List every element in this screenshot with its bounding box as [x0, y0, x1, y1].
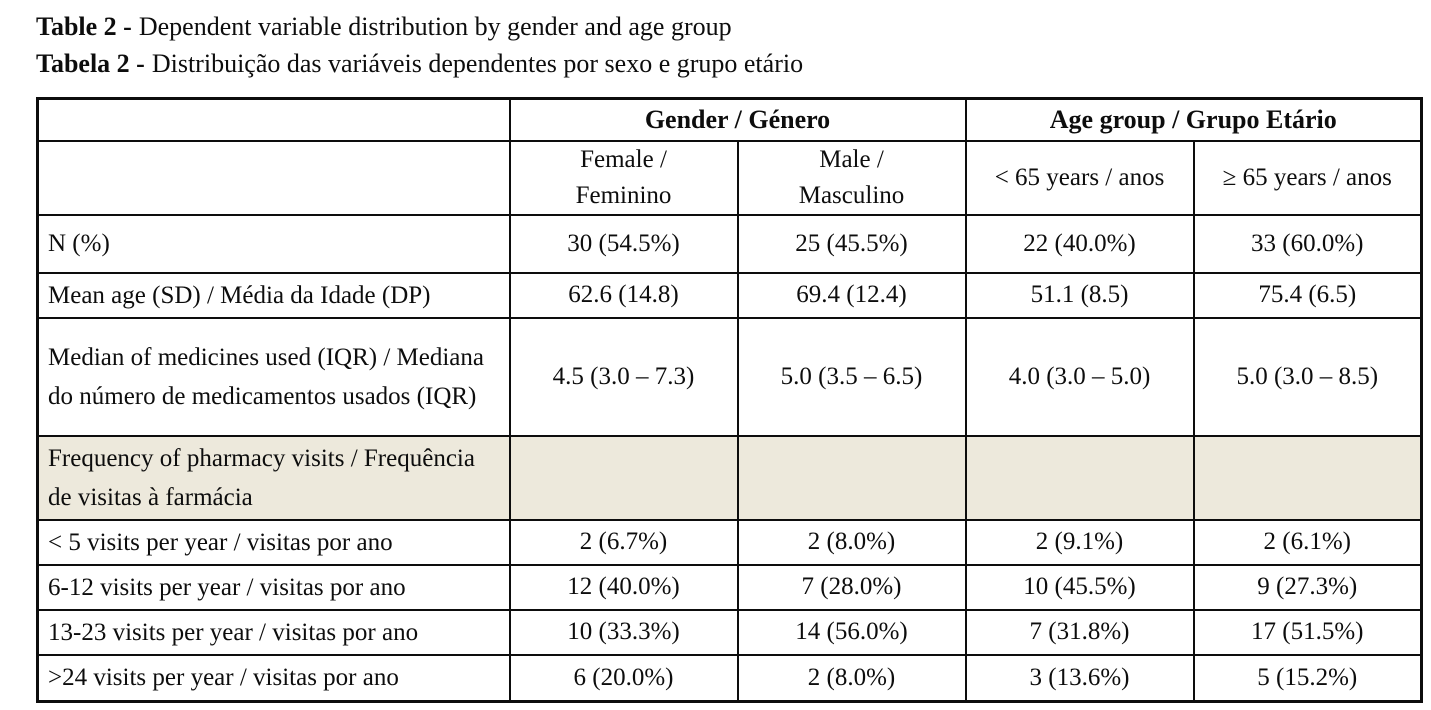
section-row-label: Frequency of pharmacy visits / Frequênci…: [36, 434, 511, 521]
cell-value-empty: [508, 434, 739, 521]
cell-value: 2 (8.0%): [736, 518, 967, 566]
cell-value: 4.5 (3.0 – 7.3): [508, 316, 739, 437]
cell-value: 4.0 (3.0 – 5.0): [964, 316, 1195, 437]
column-header-female: Female / Feminino: [508, 139, 739, 216]
cell-value: 10 (45.5%): [964, 563, 1195, 611]
cell-value: 33 (60.0%): [1192, 213, 1423, 274]
table-row-frequency-section: Frequency of pharmacy visits / Frequênci…: [36, 434, 1423, 521]
corner-cell: [36, 97, 511, 142]
cell-value: 51.1 (8.5): [964, 271, 1195, 319]
cell-value: 2 (9.1%): [964, 518, 1195, 566]
table-row-median-medicines: Median of medicines used (IQR) / Mediana…: [36, 316, 1423, 437]
cell-value: 3 (13.6%): [964, 653, 1195, 703]
cell-value: 6 (20.0%): [508, 653, 739, 703]
table-row-6-12-visits: 6-12 visits per year / visitas por ano 1…: [36, 563, 1423, 611]
group-header-gender: Gender / Género: [508, 97, 967, 142]
table-caption-portuguese: Tabela 2 - Distribuição das variáveis dep…: [36, 45, 1431, 82]
header-group-row: Gender / Género Age group / Grupo Etário: [36, 97, 1423, 142]
cell-value: 2 (8.0%): [736, 653, 967, 703]
cell-value: 22 (40.0%): [964, 213, 1195, 274]
cell-value-empty: [1192, 434, 1423, 521]
cell-value-empty: [736, 434, 967, 521]
cell-value: 69.4 (12.4): [736, 271, 967, 319]
cell-value: 2 (6.1%): [1192, 518, 1423, 566]
cell-value: 17 (51.5%): [1192, 608, 1423, 656]
cell-value: 7 (28.0%): [736, 563, 967, 611]
cell-value: 5 (15.2%): [1192, 653, 1423, 703]
cell-value: 7 (31.8%): [964, 608, 1195, 656]
caption-label-en: Table 2 -: [36, 12, 132, 41]
column-header-over65: ≥ 65 years / anos: [1192, 139, 1423, 216]
cell-value: 25 (45.5%): [736, 213, 967, 274]
caption-label-pt: Tabela 2 -: [36, 49, 145, 78]
table-row-under5-visits: < 5 visits per year / visitas por ano 2 …: [36, 518, 1423, 566]
dependent-variable-table: Gender / Género Age group / Grupo Etário…: [36, 97, 1424, 703]
caption-text-pt: Distribuição das variáveis dependentes p…: [151, 49, 804, 78]
cell-value: 12 (40.0%): [508, 563, 739, 611]
cell-value: 5.0 (3.0 – 8.5): [1192, 316, 1423, 437]
row-label: < 5 visits per year / visitas por ano: [36, 518, 511, 566]
row-label: 6-12 visits per year / visitas por ano: [36, 563, 511, 611]
table-row-n: N (%) 30 (54.5%) 25 (45.5%) 22 (40.0%) 3…: [36, 213, 1423, 274]
cell-value: 30 (54.5%): [508, 213, 739, 274]
table-row-13-23-visits: 13-23 visits per year / visitas por ano …: [36, 608, 1423, 656]
table-row-mean-age: Mean age (SD) / Média da Idade (DP) 62.6…: [36, 271, 1423, 319]
row-label: N (%): [36, 213, 511, 274]
header-subcolumn-row: Female / Feminino Male / Masculino < 65 …: [36, 139, 1423, 216]
row-label: 13-23 visits per year / visitas por ano: [36, 608, 511, 656]
corner-cell-2: [36, 139, 511, 216]
table-caption-english: Table 2 - Dependent variable distribution…: [36, 8, 1431, 45]
row-label: Median of medicines used (IQR) / Mediana…: [36, 316, 511, 437]
column-header-under65: < 65 years / anos: [964, 139, 1195, 216]
cell-value: 5.0 (3.5 – 6.5): [736, 316, 967, 437]
cell-value: 62.6 (14.8): [508, 271, 739, 319]
caption-text-en: Dependent variable distribution by gende…: [138, 12, 732, 41]
cell-value: 75.4 (6.5): [1192, 271, 1423, 319]
row-label: >24 visits per year / visitas por ano: [36, 653, 511, 703]
cell-value: 10 (33.3%): [508, 608, 739, 656]
cell-value: 2 (6.7%): [508, 518, 739, 566]
cell-value: 9 (27.3%): [1192, 563, 1423, 611]
row-label: Mean age (SD) / Média da Idade (DP): [36, 271, 511, 319]
column-header-male: Male / Masculino: [736, 139, 967, 216]
cell-value-empty: [964, 434, 1195, 521]
group-header-age: Age group / Grupo Etário: [964, 97, 1423, 142]
table-row-over24-visits: >24 visits per year / visitas por ano 6 …: [36, 653, 1423, 703]
cell-value: 14 (56.0%): [736, 608, 967, 656]
